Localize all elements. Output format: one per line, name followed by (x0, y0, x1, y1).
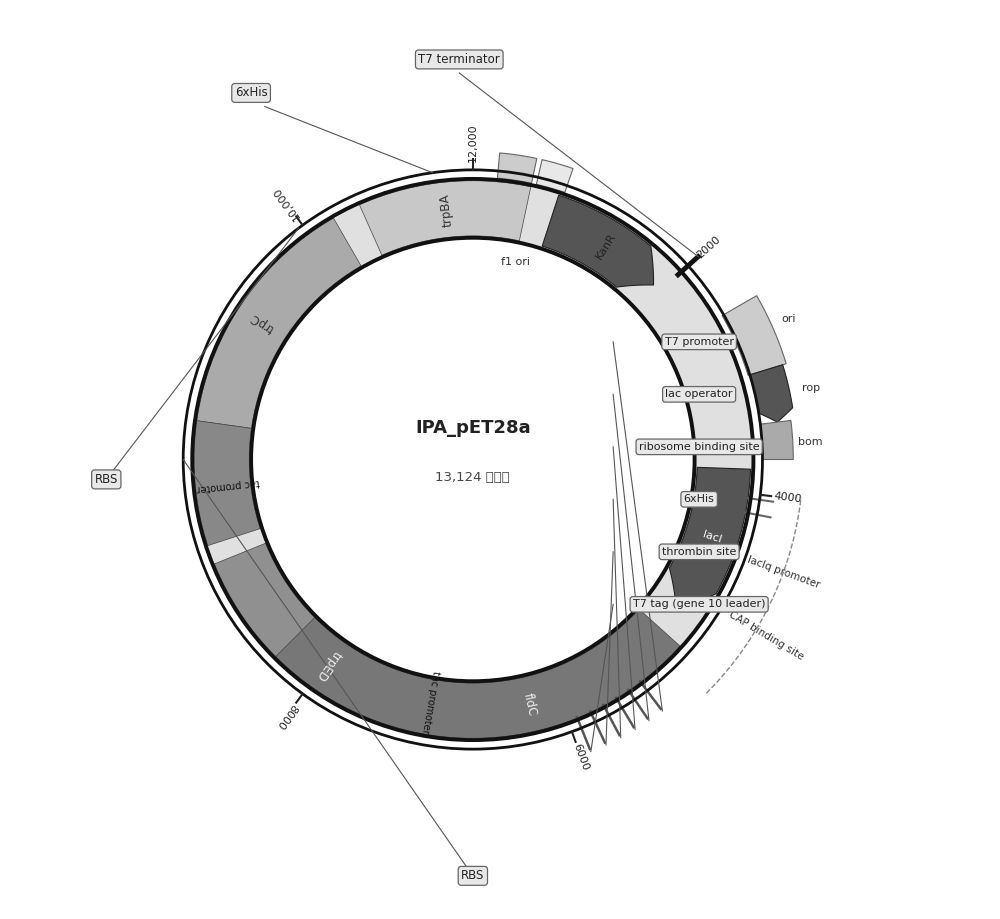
Text: ribosome binding site: ribosome binding site (639, 442, 759, 452)
Text: IPA_pET28a: IPA_pET28a (415, 419, 531, 437)
Polygon shape (192, 179, 753, 740)
Polygon shape (722, 296, 786, 375)
Text: 8000: 8000 (274, 701, 299, 730)
Polygon shape (497, 153, 537, 183)
Text: 2000: 2000 (694, 234, 722, 261)
Polygon shape (359, 181, 531, 255)
Text: RBS: RBS (95, 473, 118, 486)
Text: T7 tag (gene 10 leader): T7 tag (gene 10 leader) (633, 599, 765, 609)
Text: thrombin site: thrombin site (662, 547, 736, 557)
Text: RBS: RBS (461, 869, 485, 882)
Text: trpBA: trpBA (438, 192, 455, 227)
Text: tac promoter: tac promoter (420, 670, 440, 734)
Polygon shape (214, 543, 473, 738)
Text: 6xHis: 6xHis (684, 494, 715, 505)
Polygon shape (536, 160, 573, 192)
Text: 10,000: 10,000 (271, 185, 302, 221)
Text: bom: bom (798, 437, 822, 447)
Text: f1 ori: f1 ori (501, 256, 530, 267)
Text: rop: rop (802, 382, 820, 392)
Text: lacI: lacI (701, 529, 722, 545)
Polygon shape (669, 468, 751, 607)
Text: T7 promoter: T7 promoter (665, 337, 734, 346)
Polygon shape (276, 609, 680, 738)
Polygon shape (194, 421, 260, 546)
Text: 6000: 6000 (572, 743, 591, 772)
Polygon shape (542, 195, 654, 287)
Text: 6xHis: 6xHis (235, 86, 267, 99)
Polygon shape (473, 662, 591, 738)
Text: lacIq promoter: lacIq promoter (746, 555, 821, 590)
Text: 4000: 4000 (773, 492, 802, 505)
Text: tac promoter: tac promoter (195, 477, 260, 494)
Text: 12,000: 12,000 (468, 123, 478, 162)
Polygon shape (760, 421, 793, 460)
Polygon shape (750, 365, 793, 422)
Text: 13,124 碼基对: 13,124 碼基对 (435, 471, 510, 484)
Text: trpED: trpED (314, 648, 344, 683)
Text: lac operator: lac operator (665, 390, 733, 400)
Text: KanR: KanR (594, 232, 618, 261)
Text: fldC: fldC (520, 691, 538, 717)
Text: trpC: trpC (248, 311, 276, 335)
Text: ori: ori (781, 314, 796, 323)
Text: T7 terminator: T7 terminator (418, 53, 500, 66)
Text: CAP binding site: CAP binding site (727, 609, 805, 662)
Polygon shape (197, 218, 361, 428)
